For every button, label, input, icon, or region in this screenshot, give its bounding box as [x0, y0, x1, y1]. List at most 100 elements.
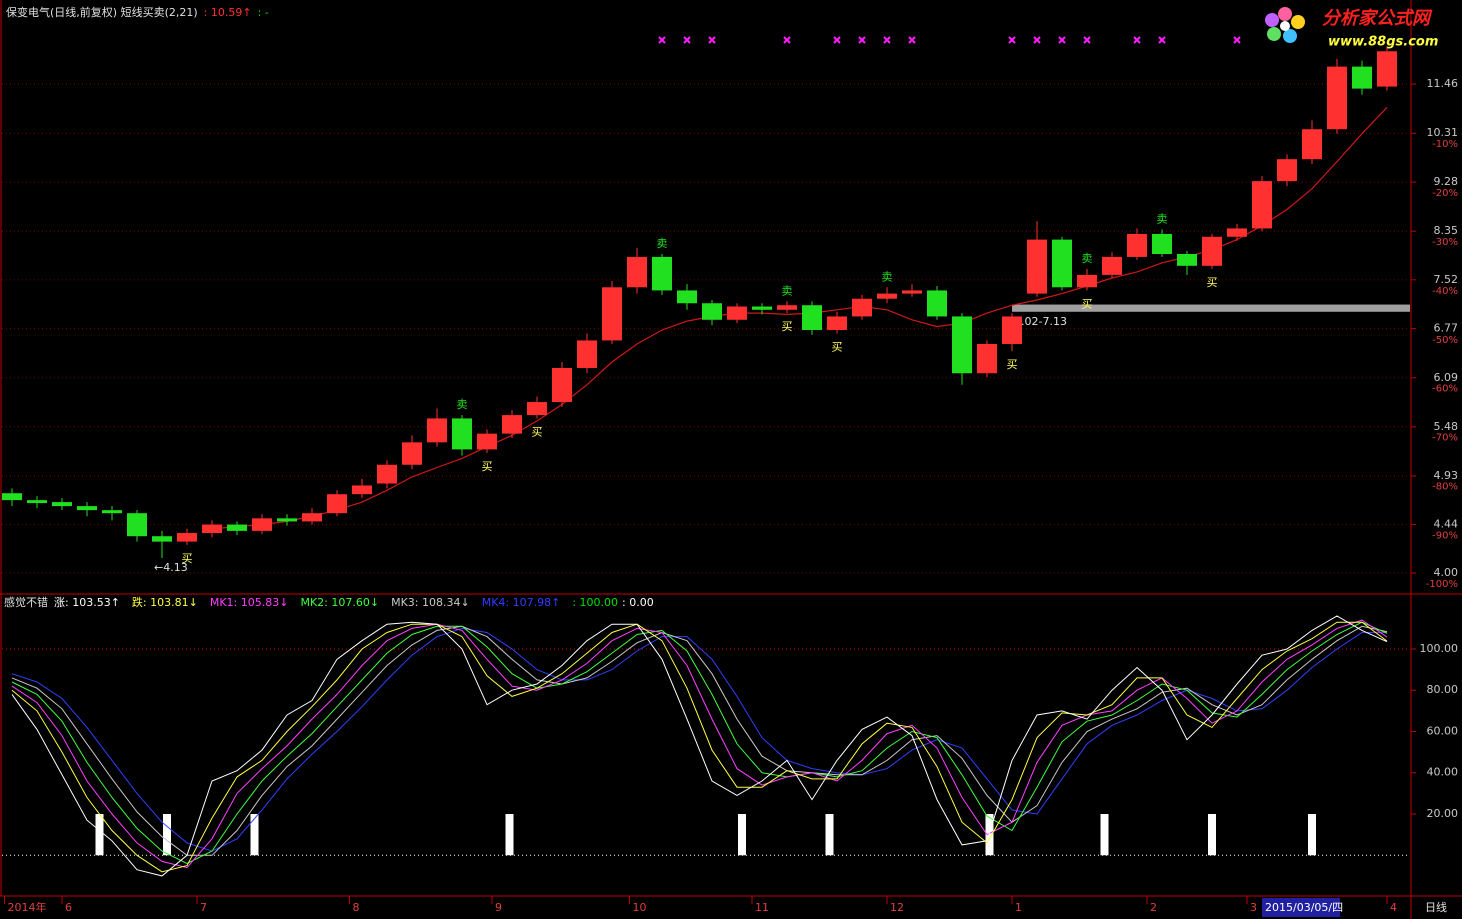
candle-body: [802, 305, 822, 330]
candle-body: [1027, 239, 1047, 294]
candle-body: [577, 340, 597, 368]
candle-body: [1077, 274, 1097, 288]
y2-tick-label: -20%: [1432, 188, 1458, 199]
candle-body: [752, 306, 772, 310]
alert-mark: [883, 36, 891, 44]
reference-label: : 100.00: [572, 596, 618, 609]
logo-petal: [1278, 7, 1292, 21]
candle-body: [1152, 233, 1172, 254]
logo-petal: [1267, 27, 1281, 41]
legend-readout: : 107.60↓: [324, 596, 379, 609]
range-label: 7.02-7.13: [1014, 315, 1067, 328]
y2-tick-label: -60%: [1432, 384, 1458, 395]
candle-body: [177, 533, 197, 542]
signal-bar: [1100, 813, 1109, 856]
signal-bar: [250, 813, 259, 856]
candle-body: [102, 510, 122, 514]
candle-body: [277, 518, 297, 522]
candle-body: [827, 316, 847, 330]
candle-body: [1302, 129, 1322, 160]
candle-body: [77, 506, 97, 511]
candle-body: [1002, 316, 1022, 344]
y-tick-label: 20.00: [1427, 807, 1459, 820]
legend-readout: : 108.34↓: [415, 596, 470, 609]
candle-body: [1052, 239, 1072, 288]
candle-body: [2, 493, 22, 501]
alert-mark: [858, 36, 866, 44]
candle-body: [777, 305, 797, 310]
candle-body: [127, 513, 147, 537]
candle-body: [852, 298, 872, 317]
candle-body: [1352, 66, 1372, 89]
alert-mark: [1008, 36, 1016, 44]
candle-body: [1252, 181, 1272, 229]
signal-bar: [505, 813, 514, 856]
y-tick-label: 40.00: [1427, 766, 1459, 779]
candle-body: [727, 306, 747, 320]
sell-marker: 卖: [882, 270, 893, 283]
legend-name: 涨: [54, 596, 65, 609]
alert-mark: [783, 36, 791, 44]
candle-body: [1327, 66, 1347, 130]
y2-tick-label: -80%: [1432, 481, 1458, 492]
legend-readout: : 103.53↑: [65, 596, 120, 609]
y2-tick-label: -90%: [1432, 530, 1458, 541]
low-marker: ←4.13: [154, 561, 188, 574]
alert-mark: [1058, 36, 1066, 44]
legend-name: 跌: [132, 595, 143, 609]
series-line: [11, 619, 1388, 869]
y-tick-label: 6.09: [1434, 371, 1459, 384]
y-tick-label: 6.77: [1434, 322, 1459, 335]
x-tick-label: 3: [1250, 901, 1257, 914]
candle-body: [977, 343, 997, 374]
x-tick-label: 9: [495, 901, 502, 914]
candle-body: [1202, 236, 1222, 266]
candle-body: [377, 464, 397, 484]
y-tick-label: 4.93: [1434, 469, 1459, 482]
alert-mark: [1133, 36, 1141, 44]
header-readout: : 10.59↑: [204, 6, 252, 19]
date-marker-bg: [1262, 898, 1340, 917]
y2-tick-label: -70%: [1432, 433, 1458, 444]
logo-url: www.88gs.com: [1328, 35, 1438, 50]
signal-bar: [95, 813, 104, 856]
y-tick-label: 60.00: [1427, 724, 1459, 737]
x-tick-label: 6: [65, 901, 72, 914]
buy-marker: 买: [832, 340, 843, 353]
alert-mark: [1158, 36, 1166, 44]
y-tick-label: 100.00: [1420, 642, 1459, 655]
sell-marker: 卖: [1157, 213, 1168, 226]
y-tick-label: 8.35: [1434, 224, 1459, 237]
legend-readout: : 103.81↓: [143, 596, 198, 609]
signal-bar: [825, 813, 834, 856]
candle-body: [477, 433, 497, 450]
alert-mark: [708, 36, 716, 44]
series-line: [11, 627, 1387, 852]
buy-marker: 买: [182, 552, 193, 565]
candle-body: [677, 290, 697, 304]
candle-body: [52, 502, 72, 507]
buy-marker: 买: [1082, 297, 1093, 310]
alert-mark: [1033, 36, 1041, 44]
candle-body: [252, 518, 272, 531]
alert-mark: [833, 36, 841, 44]
candle-body: [27, 500, 47, 504]
x-tick-label: 2: [1150, 901, 1157, 914]
alert-mark: [1083, 36, 1091, 44]
legend-readout: : 107.98↑: [505, 596, 560, 609]
x-tick-label: 11: [755, 901, 769, 914]
date-marker: 2015/03/05/四: [1265, 901, 1343, 914]
sell-marker: 卖: [1082, 252, 1093, 265]
alert-mark: [1233, 36, 1241, 44]
header-readout: : -: [258, 6, 269, 19]
y-tick-label: 80.00: [1427, 683, 1459, 696]
signal-bar: [1208, 813, 1216, 856]
buy-marker: 买: [782, 320, 793, 333]
candle-body: [1377, 51, 1397, 87]
logo: 分析家公式网 www.88gs.com: [1265, 7, 1438, 50]
signal-bar: [163, 813, 171, 856]
buy-marker: 买: [1007, 358, 1018, 371]
logo-petal: [1265, 13, 1279, 27]
period-label: 日线: [1425, 900, 1447, 914]
candle-body: [327, 494, 347, 514]
